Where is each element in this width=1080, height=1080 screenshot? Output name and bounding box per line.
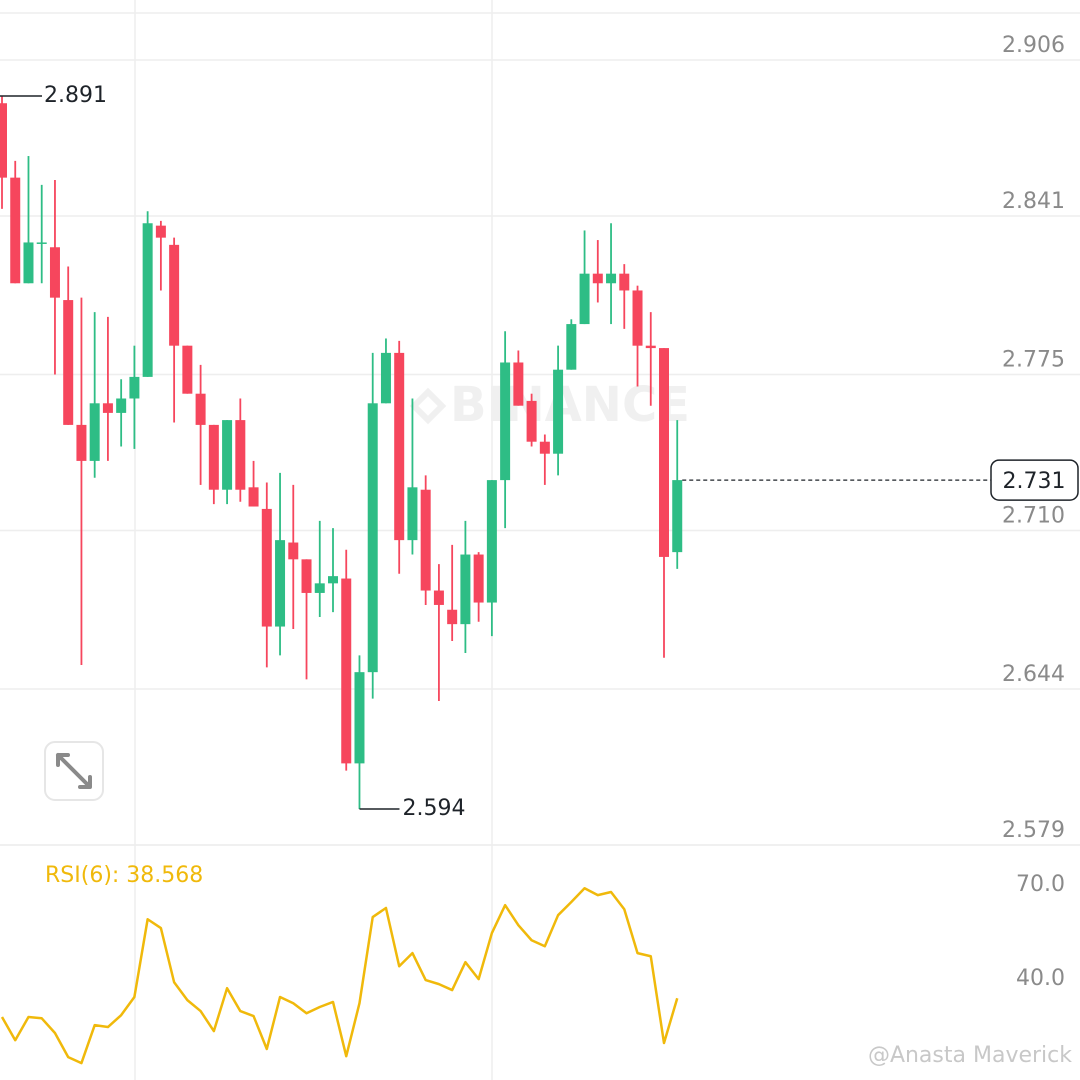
y-tick-label: 2.775 — [1002, 347, 1065, 372]
candle-body — [142, 223, 153, 377]
candle-body — [328, 576, 338, 584]
candle-body — [182, 345, 193, 394]
candle-body — [288, 542, 299, 560]
candle-body — [513, 362, 524, 406]
candle-body — [301, 559, 312, 593]
candle-body — [486, 480, 497, 603]
rsi-line — [0, 886, 679, 1065]
candle-body — [36, 242, 47, 244]
candle-body — [261, 508, 272, 627]
candle-body — [539, 441, 550, 454]
candle-body — [248, 487, 259, 507]
candle-body — [553, 369, 564, 454]
rsi-title: RSI(6): 38.568 — [45, 863, 203, 888]
last-price-box — [990, 459, 1079, 501]
candle-body — [579, 273, 590, 325]
candle-body — [645, 345, 656, 349]
high-label: 2.891 — [44, 83, 107, 108]
candle-body — [447, 609, 458, 625]
candle-body — [341, 578, 352, 764]
candle-body — [526, 400, 537, 442]
candle-body — [394, 352, 405, 541]
candle-body — [116, 398, 127, 413]
candle-body — [460, 554, 471, 625]
candle-body — [500, 362, 511, 481]
candle-body — [49, 247, 60, 298]
candle-body — [89, 403, 100, 461]
low-label: 2.594 — [402, 796, 465, 821]
candle-body — [367, 403, 378, 673]
candle-body — [420, 489, 431, 591]
candle-body — [632, 290, 643, 346]
candle-body — [659, 348, 669, 557]
y-tick-label: 40.0 — [1016, 966, 1065, 991]
candle-body — [208, 424, 219, 490]
candle-body — [619, 273, 630, 291]
y-tick-label: 70.0 — [1016, 872, 1065, 897]
candle-body — [63, 300, 74, 425]
candle-body — [314, 583, 325, 593]
candle-body — [433, 590, 444, 605]
candle-body — [10, 177, 21, 284]
y-tick-label: 2.841 — [1002, 189, 1065, 214]
candle-body — [23, 242, 34, 284]
candle-body — [235, 420, 246, 490]
candle-body — [407, 487, 418, 541]
candle-body — [155, 225, 166, 238]
candle-body — [0, 103, 7, 178]
candle-body — [592, 273, 603, 284]
y-tick-label: 2.644 — [1002, 662, 1065, 687]
candle-body — [169, 244, 180, 346]
credit: @Anasta Maverick — [868, 1043, 1072, 1068]
candle-body — [129, 376, 140, 399]
candle-body — [275, 540, 286, 627]
candle-body — [76, 424, 87, 461]
y-tick-label: 2.906 — [1002, 33, 1065, 58]
candle-body — [222, 420, 233, 490]
y-tick-label: 2.579 — [1002, 818, 1065, 843]
candle-body — [380, 352, 391, 404]
last-price-label: 2.731 — [1003, 469, 1066, 494]
watermark: BINANCE — [409, 377, 690, 433]
expand-button[interactable] — [44, 741, 104, 801]
candle-body — [672, 480, 683, 553]
candle-body — [195, 393, 206, 425]
candle-body — [606, 273, 617, 284]
candle-body — [102, 403, 113, 413]
y-tick-label: 2.710 — [1002, 504, 1065, 529]
candle-body — [354, 672, 365, 764]
candle-body — [473, 554, 484, 603]
candle-body — [566, 324, 577, 370]
watermark-text: BINANCE — [450, 377, 690, 433]
